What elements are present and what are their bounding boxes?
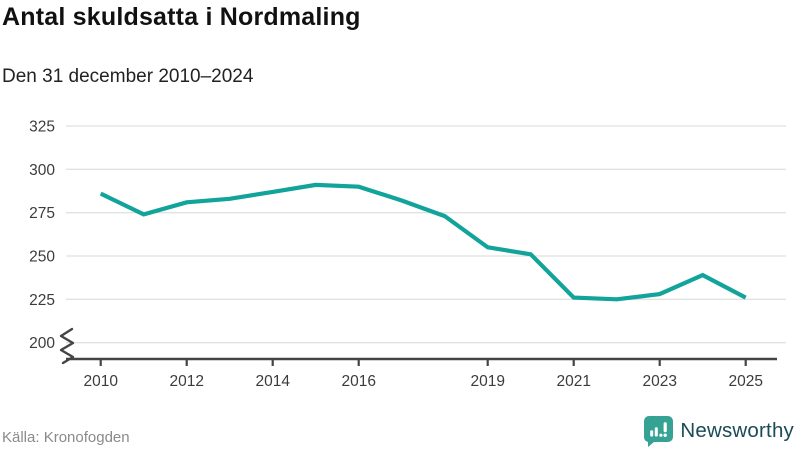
y-tick-label: 200 <box>29 335 55 352</box>
data-line <box>99 182 747 302</box>
y-tick-label: 250 <box>29 248 55 265</box>
newsworthy-logo-text: Newsworthy <box>680 419 794 442</box>
x-tick-label: 2023 <box>642 373 676 390</box>
x-tick-label: 2021 <box>556 373 590 390</box>
x-axis-labels: 2010 2012 2014 2016 2019 2021 2023 2025 <box>83 373 762 390</box>
x-tick-label: 2025 <box>728 373 762 390</box>
source-label: Källa: Kronofogden <box>2 429 130 446</box>
chart-title: Antal skuldsatta i Nordmaling <box>2 3 361 31</box>
y-tick-label: 275 <box>29 205 55 222</box>
chart-subtitle: Den 31 december 2010–2024 <box>2 66 254 87</box>
x-tick-label: 2016 <box>341 373 375 390</box>
y-tick-label: 300 <box>29 162 55 179</box>
x-axis-ticks <box>99 359 747 366</box>
axis-break-icon <box>59 327 75 365</box>
x-tick-label: 2012 <box>169 373 203 390</box>
newsworthy-logo: Newsworthy <box>644 415 794 447</box>
y-tick-label: 325 <box>29 119 55 136</box>
newsworthy-logo-icon <box>644 415 674 447</box>
gridlines <box>66 125 786 344</box>
x-tick-label: 2019 <box>470 373 504 390</box>
x-tick-label: 2010 <box>83 373 118 390</box>
x-tick-label: 2014 <box>255 373 290 390</box>
y-tick-label: 225 <box>29 292 55 309</box>
y-axis-labels: 200 225 250 275 300 325 <box>29 119 55 353</box>
